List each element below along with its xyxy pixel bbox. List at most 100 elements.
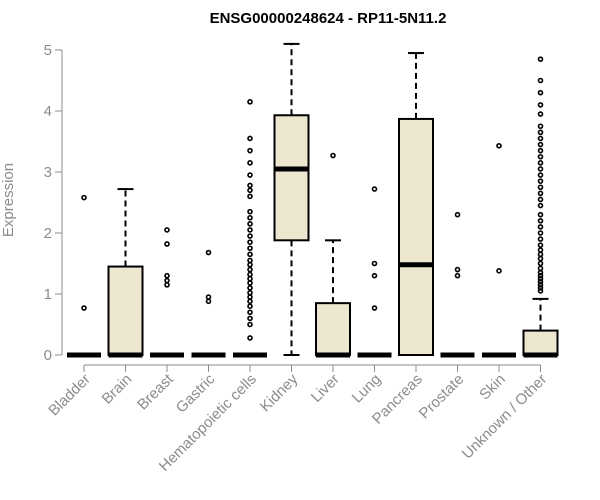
outlier-point [537, 135, 544, 142]
outlier-point [164, 241, 170, 247]
outlier-point [537, 190, 544, 197]
outlier-point [247, 271, 253, 278]
outlier-point [537, 278, 544, 285]
outlier-point [247, 193, 253, 200]
outlier-point [247, 309, 253, 316]
outlier-point [247, 257, 253, 264]
chart-title: ENSG00000248624 - RP11-5N11.2 [210, 10, 447, 27]
x-tick-label: Skin [476, 371, 509, 404]
box-breast [150, 227, 184, 358]
outlier-point [247, 315, 253, 322]
outlier-point [537, 153, 544, 160]
iqr-box [107, 265, 144, 356]
outlier-point [247, 289, 253, 296]
outlier-point [537, 236, 544, 242]
outlier-point [454, 211, 461, 218]
outlier-point [247, 261, 253, 268]
outlier-point [247, 214, 253, 221]
iqr-box [315, 302, 351, 356]
outlier-point [537, 255, 544, 262]
outlier-point [247, 227, 253, 233]
box-gastric [191, 249, 226, 358]
x-tick-label: Bladder [45, 371, 94, 420]
outlier-point [247, 294, 253, 300]
x-tick-label: Breast [134, 370, 177, 413]
outlier-point [247, 233, 253, 239]
box-lung [357, 186, 392, 358]
outlier-point [537, 141, 544, 148]
outlier-point [247, 251, 253, 258]
outlier-point [537, 269, 544, 276]
outlier-point [537, 102, 544, 108]
outlier-point [164, 227, 170, 233]
outlier-point [247, 182, 253, 189]
outlier-point [496, 142, 502, 149]
y-tick-label: 3 [44, 164, 52, 181]
outlier-point [247, 172, 253, 178]
outlier-point [537, 129, 544, 136]
box-liver [315, 152, 351, 358]
outlier-point [247, 239, 253, 245]
outlier-point [371, 305, 378, 311]
box-skin [482, 142, 516, 358]
outlier-point [537, 242, 544, 248]
outlier-point [537, 251, 544, 258]
outlier-point [537, 166, 544, 172]
outlier-point [537, 77, 544, 84]
box-unknown-other [522, 56, 559, 358]
outlier-point [247, 298, 253, 305]
outlier-point [205, 294, 212, 300]
outlier-point [247, 187, 253, 194]
y-tick-label: 1 [44, 286, 52, 303]
outlier-point [81, 194, 87, 201]
outlier-point [81, 305, 87, 311]
y-tick-label: 4 [44, 103, 52, 120]
outlier-point [164, 272, 170, 279]
box-hematopoietic-cells [233, 99, 267, 358]
outlier-point [247, 285, 253, 291]
outlier-point [537, 272, 544, 279]
outlier-point [537, 89, 544, 96]
x-tick-label: Prostate [416, 371, 468, 423]
iqr-box [398, 117, 434, 357]
iqr-box [273, 114, 310, 242]
outlier-point [537, 196, 544, 203]
outlier-point [537, 178, 544, 184]
outlier-point [247, 303, 253, 310]
outlier-point [537, 111, 544, 117]
outlier-point [247, 135, 253, 142]
outlier-point [247, 147, 253, 154]
outlier-point [164, 282, 170, 288]
outlier-point [496, 268, 502, 274]
outlier-point [537, 260, 544, 267]
outlier-point [537, 123, 544, 130]
x-tick-label: Liver [308, 371, 343, 406]
outlier-point [537, 172, 544, 178]
outlier-point [454, 272, 461, 279]
outlier-point [537, 224, 544, 230]
outlier-point [537, 230, 544, 236]
outlier-point [537, 184, 544, 191]
outlier-point [371, 186, 378, 192]
outlier-point [537, 265, 544, 272]
y-tick-label: 2 [44, 225, 52, 242]
outlier-point [537, 147, 544, 154]
box-kidney [273, 42, 310, 356]
outlier-point [537, 211, 544, 218]
y-tick-label: 0 [44, 347, 52, 364]
outlier-point [247, 208, 253, 215]
outlier-point [205, 249, 212, 256]
outlier-point [537, 56, 544, 62]
box-bladder [67, 194, 101, 358]
outlier-point [371, 272, 378, 279]
outlier-point [454, 266, 461, 273]
outlier-point [537, 285, 544, 291]
iqr-box [522, 329, 559, 357]
outlier-point [247, 335, 253, 341]
outlier-point [537, 160, 544, 166]
outlier-point [247, 280, 253, 286]
x-tick-label: Kidney [257, 370, 302, 415]
box-brain [107, 188, 144, 358]
